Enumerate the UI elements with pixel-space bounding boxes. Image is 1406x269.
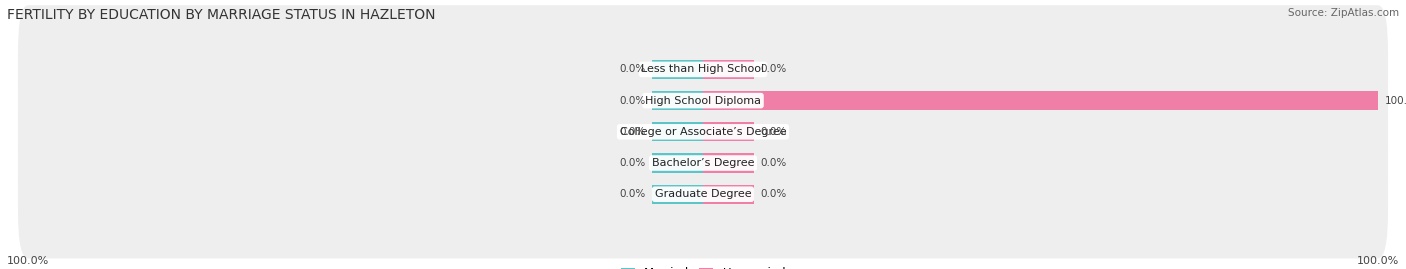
Text: 0.0%: 0.0% xyxy=(761,127,786,137)
Text: 0.0%: 0.0% xyxy=(620,127,645,137)
FancyBboxPatch shape xyxy=(18,5,1388,134)
Bar xyxy=(703,185,754,204)
Bar xyxy=(652,91,703,110)
Bar xyxy=(652,153,703,173)
Bar xyxy=(703,122,754,141)
Bar xyxy=(703,60,754,79)
Bar xyxy=(652,185,703,204)
Text: FERTILITY BY EDUCATION BY MARRIAGE STATUS IN HAZLETON: FERTILITY BY EDUCATION BY MARRIAGE STATU… xyxy=(7,8,436,22)
Bar xyxy=(703,91,1378,110)
Text: High School Diploma: High School Diploma xyxy=(645,95,761,106)
Text: Source: ZipAtlas.com: Source: ZipAtlas.com xyxy=(1288,8,1399,18)
Legend: Married, Unmarried: Married, Unmarried xyxy=(616,263,790,269)
Text: College or Associate’s Degree: College or Associate’s Degree xyxy=(620,127,786,137)
Text: 100.0%: 100.0% xyxy=(7,256,49,266)
Bar xyxy=(703,153,754,173)
Text: 0.0%: 0.0% xyxy=(620,95,645,106)
Text: 100.0%: 100.0% xyxy=(1357,256,1399,266)
Text: 0.0%: 0.0% xyxy=(761,189,786,199)
Text: 0.0%: 0.0% xyxy=(620,189,645,199)
FancyBboxPatch shape xyxy=(18,130,1388,259)
Text: Graduate Degree: Graduate Degree xyxy=(655,189,751,199)
FancyBboxPatch shape xyxy=(18,99,1388,227)
FancyBboxPatch shape xyxy=(18,36,1388,165)
Text: 0.0%: 0.0% xyxy=(761,158,786,168)
FancyBboxPatch shape xyxy=(18,68,1388,196)
Text: Bachelor’s Degree: Bachelor’s Degree xyxy=(652,158,754,168)
Text: 0.0%: 0.0% xyxy=(620,64,645,75)
Bar xyxy=(652,122,703,141)
Text: 0.0%: 0.0% xyxy=(620,158,645,168)
Text: 0.0%: 0.0% xyxy=(761,64,786,75)
Text: Less than High School: Less than High School xyxy=(641,64,765,75)
Text: 100.0%: 100.0% xyxy=(1385,95,1406,106)
Bar xyxy=(652,60,703,79)
